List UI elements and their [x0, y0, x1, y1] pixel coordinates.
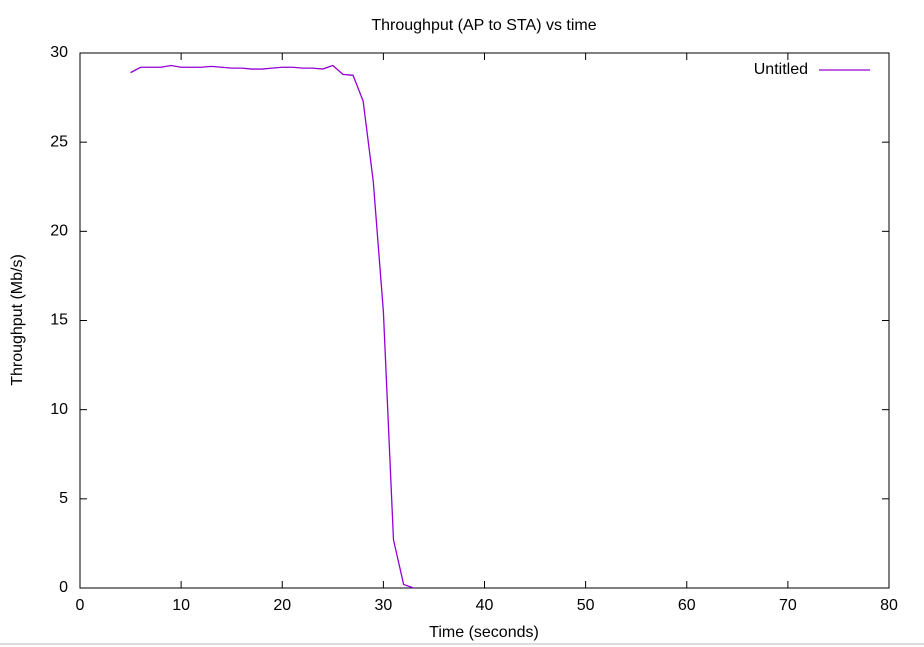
y-tick-label: 0 [59, 579, 68, 596]
data-line [130, 64, 414, 589]
x-tick-label: 30 [374, 597, 392, 614]
x-tick-label: 70 [779, 597, 797, 614]
plot-border [79, 52, 890, 589]
y-tick-label: 25 [50, 133, 68, 150]
x-tick-label: 50 [577, 597, 595, 614]
y-tick-label: 15 [50, 312, 68, 329]
y-tick-label: 30 [50, 44, 68, 61]
x-axis-label: Time (seconds) [429, 624, 539, 641]
legend-label: Untitled [754, 61, 808, 78]
chart-title: Throughput (AP to STA) vs time [371, 17, 596, 34]
x-tick-label: 80 [880, 597, 898, 614]
x-tick-label: 20 [273, 597, 291, 614]
y-tick-label: 10 [50, 401, 68, 418]
x-tick-label: 10 [172, 597, 190, 614]
x-tick-label: 60 [678, 597, 696, 614]
y-tick-label: 5 [59, 490, 68, 507]
x-tick-label: 40 [476, 597, 494, 614]
y-axis-label: Throughput (Mb/s) [9, 254, 26, 386]
x-tick-label: 0 [76, 597, 85, 614]
y-tick-label: 20 [50, 223, 68, 240]
